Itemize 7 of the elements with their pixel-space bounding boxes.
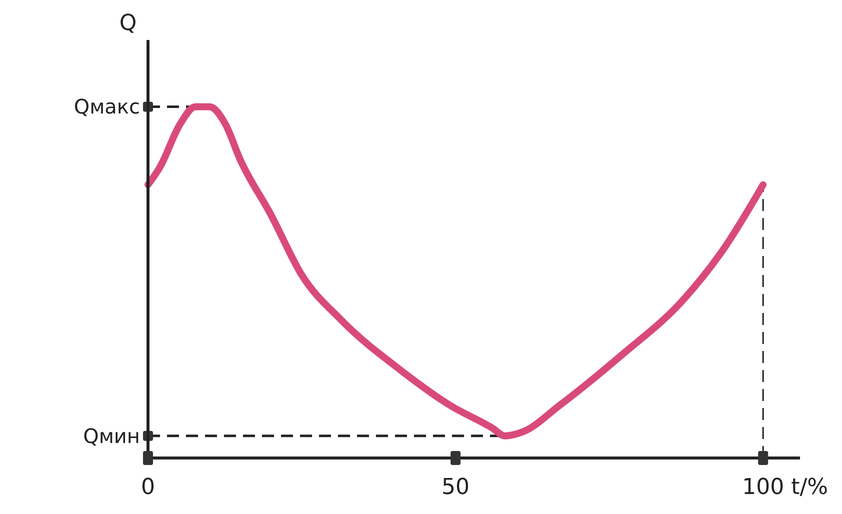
x-tick-label: 50 [442,475,470,500]
ref-line-label: Qмин [83,424,140,448]
ref-line-label: Qмакс [74,94,140,119]
x-tick-label: 100 [742,475,784,500]
y-axis-title: Q [119,11,137,36]
x-axis-title: t/% [791,475,828,500]
x-tick-label: 0 [141,475,155,500]
